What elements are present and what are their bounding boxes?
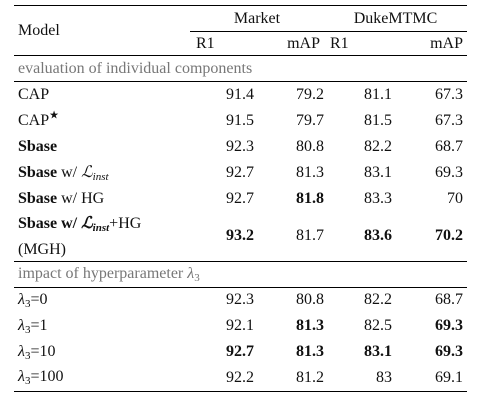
cell-market-r1: 92.2 bbox=[190, 365, 254, 392]
cell-market-r1: 92.7 bbox=[226, 189, 254, 207]
cell-market-r1: 92.3 bbox=[226, 137, 254, 155]
cell-duke-r1: 83.3 bbox=[364, 189, 392, 207]
metric-header-market-r1: R1 bbox=[196, 34, 215, 52]
cell-duke-r1: 83.6 bbox=[364, 227, 392, 244]
cell-market-r1: 92.3 bbox=[190, 286, 254, 313]
cell-duke-r1: 83.1 bbox=[364, 343, 392, 360]
row-model: Sbase w/ HG bbox=[18, 189, 105, 207]
cell-market-r1: 92.1 bbox=[226, 317, 254, 334]
cell-market-map: 81.8 bbox=[296, 189, 324, 207]
cell-market-r1: 91.5 bbox=[226, 111, 254, 129]
cell-duke-r1: 81.1 bbox=[324, 81, 392, 108]
group-header-market: Market bbox=[190, 5, 324, 32]
model-header: Model bbox=[14, 5, 190, 56]
cell-market-map: 81.3 bbox=[296, 163, 324, 181]
cell-market-r1: 92.7 bbox=[226, 163, 254, 181]
cell-market-r1: 91.4 bbox=[190, 81, 254, 108]
cell-duke-r1: 82.2 bbox=[364, 137, 392, 155]
row-model: CAP bbox=[14, 81, 190, 108]
row-model: Sbase w/ ℒinst bbox=[18, 162, 109, 183]
cell-market-map: 81.3 bbox=[296, 317, 324, 334]
row-model: CAP★ bbox=[18, 109, 59, 129]
cell-duke-map: 68.7 bbox=[435, 137, 463, 155]
row-model: Sbase bbox=[18, 137, 58, 155]
cell-market-map: 79.7 bbox=[296, 111, 324, 129]
row-model: Sbase w/ ℒinst+HG (MGH) bbox=[18, 212, 142, 258]
cell-market-map: 81.2 bbox=[254, 365, 324, 392]
section-title: evaluation of individual components bbox=[14, 55, 467, 82]
cell-duke-map: 67.3 bbox=[392, 81, 467, 108]
cell-duke-map: 70.2 bbox=[435, 227, 463, 244]
cell-market-map: 81.7 bbox=[296, 227, 324, 244]
cell-market-r1: 93.2 bbox=[226, 227, 254, 244]
row-model: λ3=100 bbox=[14, 365, 190, 392]
cell-duke-map: 68.7 bbox=[392, 286, 467, 313]
results-table: Model Market DukeMTMC R1 mAP R1 mAP eval… bbox=[14, 5, 467, 392]
cell-duke-map: 69.3 bbox=[435, 317, 463, 334]
cell-duke-r1: 83 bbox=[324, 365, 392, 392]
metric-header-market-map: mAP bbox=[287, 34, 320, 52]
cell-duke-r1: 81.5 bbox=[364, 111, 392, 129]
row-model: λ3=0 bbox=[14, 286, 190, 313]
cell-market-map: 80.8 bbox=[296, 137, 324, 155]
cell-market-r1: 92.7 bbox=[226, 343, 254, 360]
metric-header-duke-map: mAP bbox=[430, 34, 463, 52]
row-model: λ3=10 bbox=[18, 342, 56, 362]
cell-market-map: 80.8 bbox=[254, 286, 324, 313]
group-header-dukemtmc: DukeMTMC bbox=[324, 5, 467, 32]
row-model: λ3=1 bbox=[18, 316, 48, 336]
cell-market-map: 79.2 bbox=[254, 81, 324, 108]
section-title: impact of hyperparameter λ3 bbox=[14, 260, 467, 287]
cell-duke-map: 70 bbox=[447, 189, 463, 207]
cell-duke-map: 69.3 bbox=[435, 163, 463, 181]
metric-header-duke-r1: R1 bbox=[330, 34, 349, 52]
cell-duke-map: 67.3 bbox=[435, 111, 463, 129]
cell-duke-map: 69.1 bbox=[392, 365, 467, 392]
cell-duke-r1: 82.2 bbox=[324, 286, 392, 313]
cell-duke-map: 69.3 bbox=[435, 343, 463, 360]
cell-market-map: 81.3 bbox=[296, 343, 324, 360]
cell-duke-r1: 82.5 bbox=[364, 317, 392, 334]
cell-duke-r1: 83.1 bbox=[364, 163, 392, 181]
